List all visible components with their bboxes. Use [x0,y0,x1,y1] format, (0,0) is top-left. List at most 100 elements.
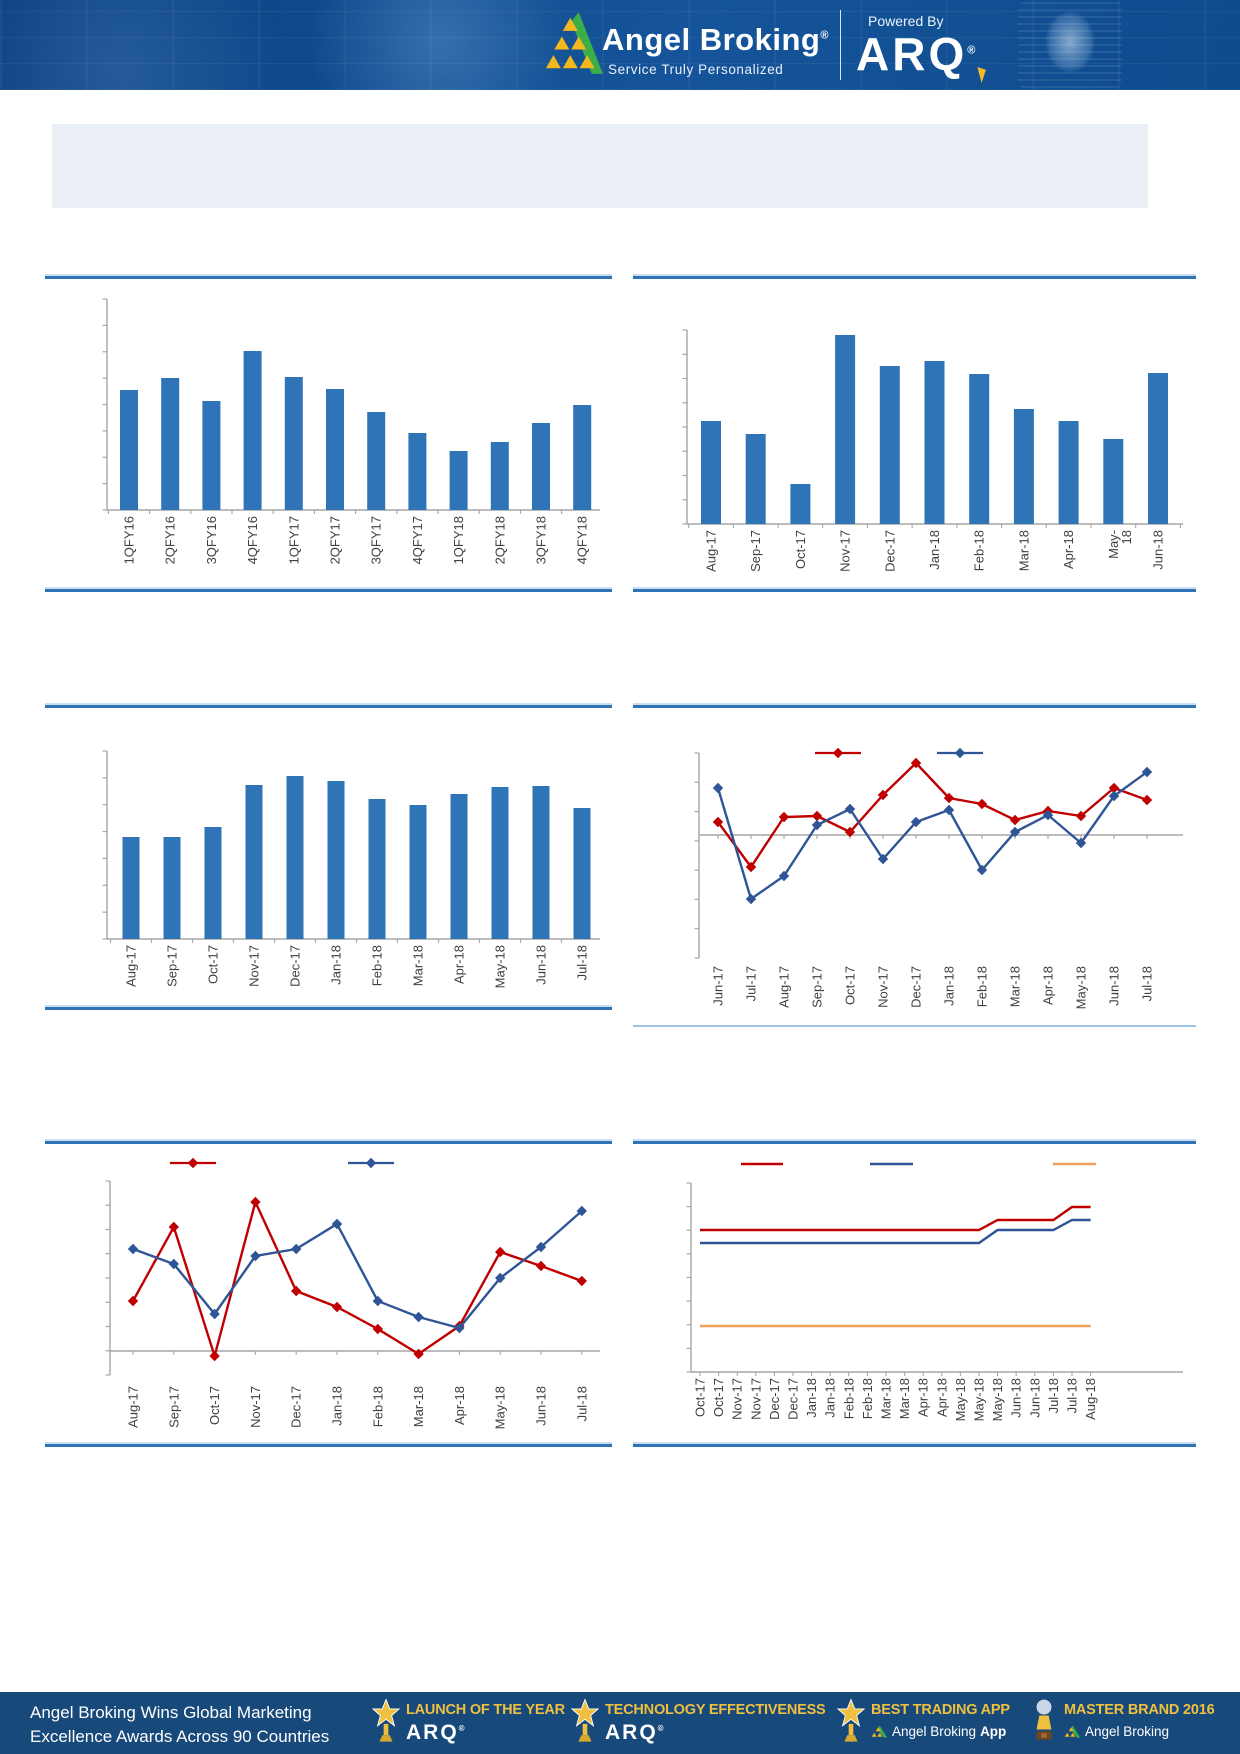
brand-tagline: Service Truly Personalized [608,62,784,77]
chart-quarterly-bar: 1QFY16 2QFY16 3QFY16 4QFY16 1QFY17 2QFY17 3QFY… [45,285,612,585]
svg-text:Oct-17: Oct-17 [793,530,808,569]
chart-monthly-bar-right: Aug-17 Sep-17 Oct-17 Nov-17 Dec-17 Jan-18 Feb-… [633,285,1196,585]
svg-text:Jun-18: Jun-18 [534,945,549,985]
svg-text:Feb-18: Feb-18 [370,1386,385,1427]
svg-text:May-18: May-18 [493,945,508,988]
robotic-head-image [1018,2,1122,88]
svg-text:Feb-18: Feb-18 [370,945,385,986]
svg-text:Nov-17: Nov-17 [876,966,891,1008]
svg-text:Mar-18: Mar-18 [411,1386,426,1427]
chart3-bottom-rule [45,1007,612,1010]
chart1-title-rule [45,276,612,279]
header: Angel Broking® Service Truly Personalize… [0,0,1240,90]
svg-text:May-18: May-18 [990,1378,1005,1421]
award-technology-effectiveness: TECHNOLOGY EFFECTIVENESS ARQ® [571,1696,826,1748]
angel-broking-logo-small: Angel Broking [1064,1724,1215,1739]
chart-monthly-bar-left: Aug-17 Sep-17 Oct-17 Nov-17 Dec-17 Jan-18 Feb-… [45,710,612,1005]
footer-headline-line2: Excellence Awards Across 90 Countries [30,1727,330,1746]
svg-text:Mar-18: Mar-18 [1016,530,1031,571]
footer: Angel Broking Wins Global Marketing Exce… [0,1692,1240,1754]
registered-mark: ® [967,44,976,57]
svg-text:Jul-18: Jul-18 [574,1386,589,1421]
svg-text:Aug-17: Aug-17 [126,1386,141,1428]
svg-text:Aug-17: Aug-17 [704,530,719,572]
registered-mark: ® [820,29,829,42]
award-title: TECHNOLOGY EFFECTIVENESS [605,1702,826,1718]
svg-text:Jul-18: Jul-18 [575,945,590,980]
svg-text:Jun-18: Jun-18 [1027,1378,1042,1418]
svg-text:Jun-17: Jun-17 [711,966,726,1006]
svg-text:Feb-18: Feb-18 [972,530,987,571]
chart-dual-line-right: Jun-17 Jul-17 Aug-17 Sep-17 Oct-17 Nov-17 Dec-… [633,710,1196,1030]
angel-pyramid-icon [1064,1725,1080,1738]
svg-text:3QFY16: 3QFY16 [204,516,219,564]
angel-broking-app-logo: Angel Broking App [871,1724,1010,1739]
svg-text:Oct-17: Oct-17 [207,1386,222,1425]
svg-text:4QFY16: 4QFY16 [245,516,260,564]
svg-text:Dec-17: Dec-17 [767,1378,782,1420]
brand-name: Angel Broking® [602,22,829,57]
svg-text:Sep-17: Sep-17 [810,966,825,1008]
svg-text:May-18: May-18 [972,1378,987,1421]
svg-text:2QFY17: 2QFY17 [328,516,343,564]
svg-text:1QFY17: 1QFY17 [286,516,301,564]
svg-text:3QFY17: 3QFY17 [369,516,384,564]
svg-text:May-18: May-18 [953,1378,968,1421]
svg-text:Aug-18: Aug-18 [1083,1378,1098,1420]
svg-text:Dec-17: Dec-17 [289,1386,304,1428]
trophy-star-icon [571,1698,599,1742]
award-best-trading-app: BEST TRADING APP Angel Broking App [837,1696,1010,1748]
award-title: LAUNCH OF THE YEAR [406,1702,565,1718]
svg-text:Oct-17: Oct-17 [711,1378,726,1417]
trophy-star-icon [372,1698,400,1742]
header-divider [840,10,841,80]
svg-text:Oct-17: Oct-17 [843,966,858,1005]
svg-text:Dec-17: Dec-17 [786,1378,801,1420]
svg-text:4QFY17: 4QFY17 [410,516,425,564]
svg-text:Jul-18: Jul-18 [1140,966,1155,1001]
svg-text:Jun-18: Jun-18 [534,1386,549,1426]
svg-text:Sep-17: Sep-17 [748,530,763,572]
trophy-cup-icon [1036,1699,1052,1740]
page-title-banner [52,124,1148,208]
svg-text:Jan-18: Jan-18 [804,1378,819,1418]
svg-text:Jan-18: Jan-18 [942,966,957,1006]
svg-text:Feb-18: Feb-18 [975,966,990,1007]
svg-text:Sep-17: Sep-17 [166,1386,181,1428]
svg-text:Jul-18: Jul-18 [1065,1378,1080,1413]
svg-text:Apr-18: Apr-18 [452,945,467,984]
svg-text:Oct-17: Oct-17 [206,945,221,984]
svg-text:Feb-18: Feb-18 [841,1378,856,1419]
svg-text:3QFY18: 3QFY18 [534,516,549,564]
svg-text:Jun-18: Jun-18 [1151,530,1166,570]
trophy-star-icon [837,1698,865,1742]
svg-text:Aug-17: Aug-17 [124,945,139,987]
svg-text:Jan-18: Jan-18 [330,1386,345,1426]
svg-text:Jan-18: Jan-18 [329,945,344,985]
svg-text:Mar-18: Mar-18 [879,1378,894,1419]
svg-text:May-18: May-18 [493,1386,508,1429]
angel-broking-logo-icon [545,12,603,74]
svg-text:Dec-17: Dec-17 [882,530,897,572]
arq-logo: ARQ® [856,28,976,80]
svg-text:Apr-18: Apr-18 [1061,530,1076,569]
svg-text:Apr-18: Apr-18 [1041,966,1056,1005]
arq-logo-small: ARQ® [406,1721,465,1744]
chart4-bottom-rule [633,1025,1196,1027]
chart-dual-line-left: Aug-17 Sep-17 Oct-17 Nov-17 Dec-17 Jan-18 Feb-… [45,1145,612,1440]
svg-text:Jul-17: Jul-17 [744,966,759,1001]
svg-text:Sep-17: Sep-17 [165,945,180,987]
svg-text:Apr-18: Apr-18 [934,1378,949,1417]
svg-text:Nov-17: Nov-17 [247,945,262,987]
award-title: BEST TRADING APP [871,1702,1010,1718]
chart6-title-rule [633,1141,1196,1144]
svg-text:Dec-17: Dec-17 [288,945,303,987]
svg-text:May-18: May-18 [1106,530,1134,559]
chart2-title-rule [633,276,1196,279]
angel-pyramid-icon [871,1725,887,1738]
svg-text:Oct-17: Oct-17 [693,1378,708,1417]
chart-step-lines-right: Oct-17 Oct-17 Nov-17 Nov-17 Dec-17 Dec-17 Jan-… [633,1145,1196,1441]
svg-text:Jul-18: Jul-18 [1046,1378,1061,1413]
award-master-brand-2016: MASTER BRAND 2016 Angel Broking [1030,1696,1215,1748]
svg-text:Nov-17: Nov-17 [730,1378,745,1420]
